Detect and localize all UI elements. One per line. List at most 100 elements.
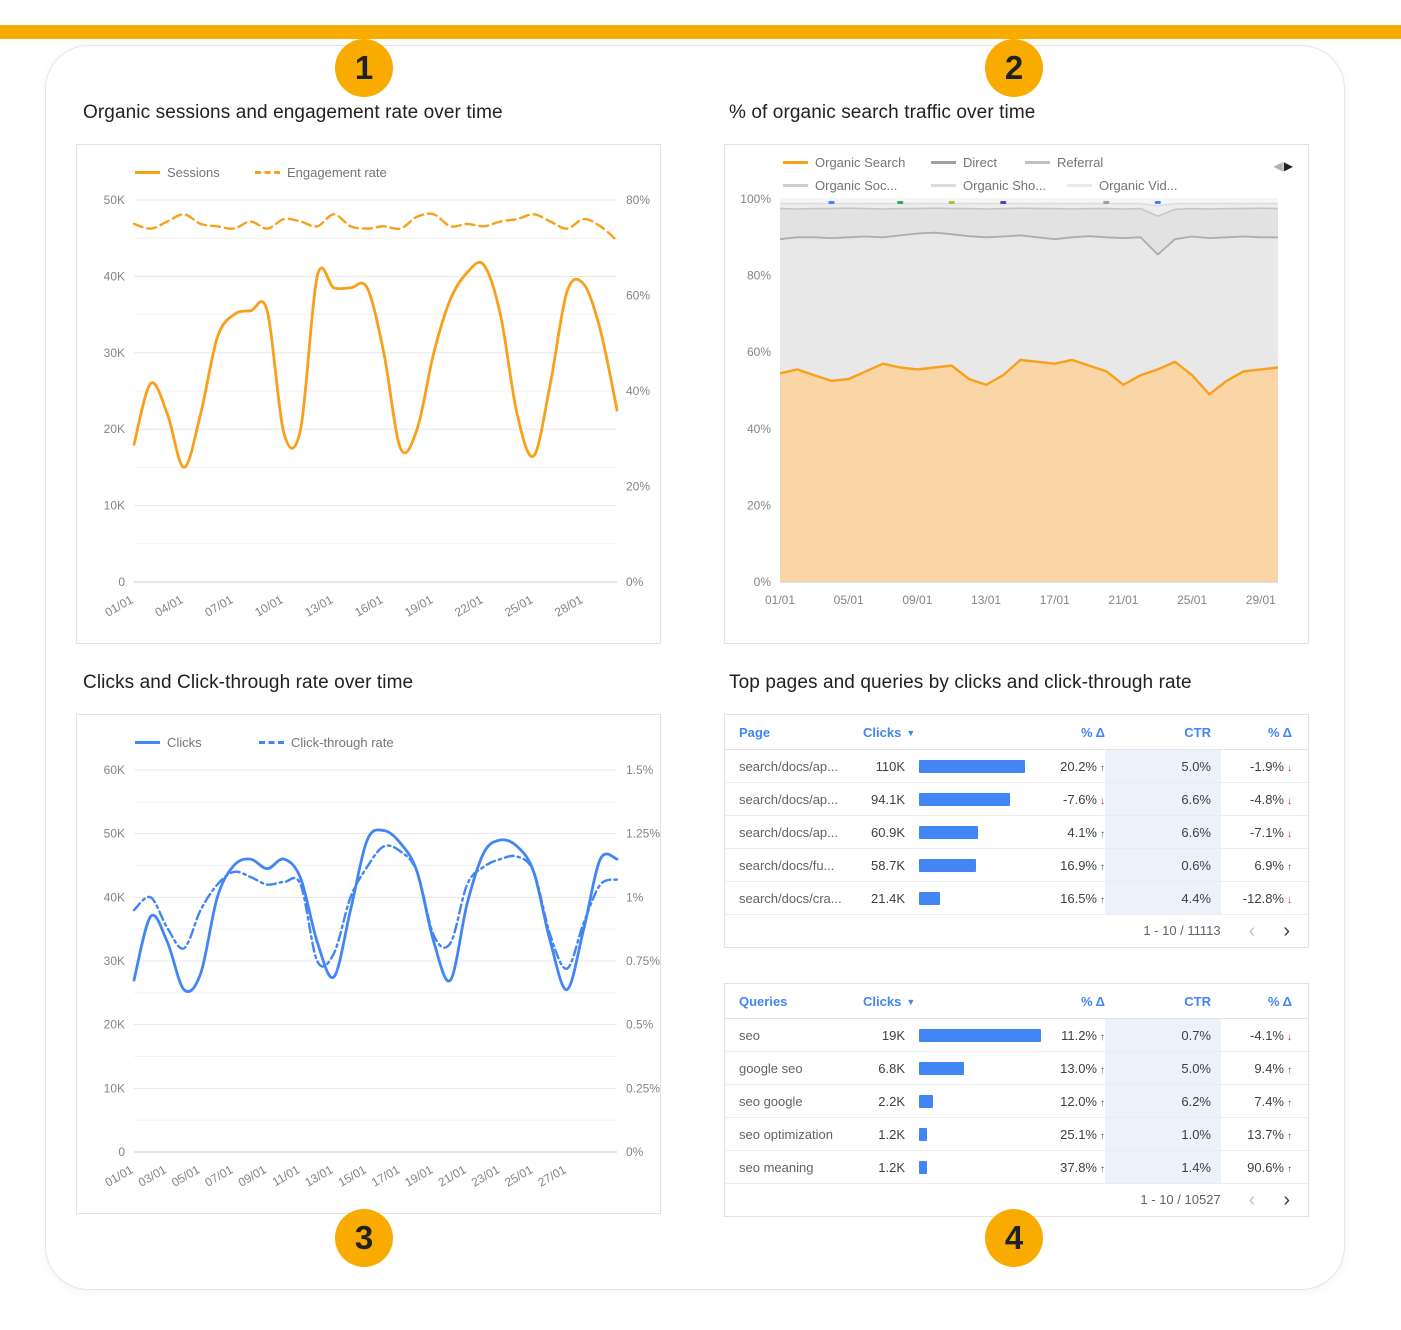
queries-header-clicks[interactable]: Clicks ▼ bbox=[855, 994, 1041, 1009]
legend-label-organic-video: Organic Vid... bbox=[1099, 178, 1178, 193]
svg-text:80%: 80% bbox=[626, 193, 650, 207]
tables-title: Top pages and queries by clicks and clic… bbox=[729, 672, 1192, 693]
clicks-line-swatch-icon bbox=[135, 741, 160, 744]
svg-text:19/01: 19/01 bbox=[402, 592, 435, 619]
row-ctr: 1.0% bbox=[1105, 1118, 1221, 1150]
pages-prev-page-icon[interactable]: ‹ bbox=[1248, 919, 1256, 942]
legend-label-referral: Referral bbox=[1057, 155, 1104, 170]
row-delta2: 6.9% ↑ bbox=[1254, 857, 1292, 873]
pages-table-header: Page Clicks ▼ % Δ CTR % Δ bbox=[725, 715, 1308, 750]
down-arrow-icon: ↓ bbox=[1287, 762, 1292, 774]
svg-text:10K: 10K bbox=[104, 1081, 125, 1095]
callout-badge-3: 3 bbox=[335, 1209, 393, 1267]
legend-organic-video: Organic Vid... bbox=[1067, 178, 1178, 193]
svg-text:21/01: 21/01 bbox=[436, 1162, 469, 1189]
row-delta: 20.2% ↑ bbox=[1060, 758, 1105, 774]
svg-text:25/01: 25/01 bbox=[502, 592, 535, 619]
svg-text:0.5%: 0.5% bbox=[626, 1018, 654, 1032]
series-marker-icon bbox=[1103, 201, 1110, 204]
queries-next-page-icon[interactable]: › bbox=[1283, 1188, 1290, 1211]
up-arrow-icon: ↑ bbox=[1100, 828, 1105, 840]
pages-table-body: search/docs/ap... 110K 20.2% ↑ 5.0% -1.9% ↓ sea… bbox=[725, 750, 1308, 915]
row-delta: 11.2% ↑ bbox=[1061, 1027, 1105, 1043]
row-delta2: 9.4% ↑ bbox=[1254, 1060, 1292, 1076]
table-row: seo meaning 1.2K 37.8% ↑ 1.4% 90.6% ↑ bbox=[725, 1151, 1308, 1184]
row-delta2: -7.1% ↓ bbox=[1250, 824, 1292, 840]
table-row: search/docs/ap... 94.1K -7.6% ↓ 6.6% -4.8% ↓ bbox=[725, 783, 1308, 816]
pages-header-delta2[interactable]: % Δ bbox=[1267, 724, 1292, 740]
pages-next-page-icon[interactable]: › bbox=[1283, 919, 1290, 942]
row-clicks-value: 1.2K bbox=[878, 1126, 905, 1142]
table-row: seo google 2.2K 12.0% ↑ 6.2% 7.4% ↑ bbox=[725, 1085, 1308, 1118]
svg-text:23/01: 23/01 bbox=[469, 1162, 502, 1189]
queries-header-ctr[interactable]: CTR bbox=[1184, 993, 1211, 1009]
queries-header-delta1[interactable]: % Δ bbox=[1080, 993, 1105, 1009]
pages-header-page[interactable]: Page bbox=[739, 724, 771, 740]
legend-next-icon[interactable]: ▶ bbox=[1283, 159, 1294, 173]
legend-label-clicks: Clicks bbox=[167, 735, 202, 750]
svg-text:1.5%: 1.5% bbox=[626, 763, 654, 777]
pages-header-clicks[interactable]: Clicks ▼ bbox=[855, 725, 1041, 740]
svg-text:01/01: 01/01 bbox=[102, 592, 135, 619]
pages-header-delta1[interactable]: % Δ bbox=[1080, 724, 1105, 740]
legend-organic-shopping: Organic Sho... bbox=[931, 178, 1046, 193]
svg-text:19/01: 19/01 bbox=[402, 1162, 435, 1189]
row-clicks-bar bbox=[913, 1118, 1041, 1150]
row-clicks-bar bbox=[913, 1085, 1041, 1117]
svg-text:13/01: 13/01 bbox=[302, 592, 335, 619]
referral-swatch-icon bbox=[1025, 161, 1050, 164]
svg-text:20K: 20K bbox=[104, 422, 125, 436]
row-delta2: -12.8% ↓ bbox=[1242, 890, 1292, 906]
down-arrow-icon: ↓ bbox=[1287, 828, 1292, 840]
row-name: search/docs/ap... bbox=[739, 791, 838, 807]
svg-text:03/01: 03/01 bbox=[136, 1162, 169, 1189]
svg-text:40%: 40% bbox=[626, 384, 650, 398]
legend-label-engagement: Engagement rate bbox=[287, 165, 387, 180]
table-row: search/docs/ap... 110K 20.2% ↑ 5.0% -1.9% ↓ bbox=[725, 750, 1308, 783]
legend-direct: Direct bbox=[931, 155, 997, 170]
row-delta: 4.1% ↑ bbox=[1067, 824, 1105, 840]
svg-text:11/01: 11/01 bbox=[270, 1162, 303, 1189]
pages-pagination-range: 1 - 10 / 11113 bbox=[1143, 923, 1221, 938]
pages-table-footer: 1 - 10 / 11113 ‹ › bbox=[725, 915, 1308, 946]
row-ctr: 4.4% bbox=[1105, 882, 1221, 914]
row-ctr: 0.7% bbox=[1105, 1019, 1221, 1051]
svg-text:30K: 30K bbox=[104, 346, 125, 360]
legend-prev-icon[interactable]: ◀ bbox=[1273, 159, 1284, 173]
chart-title-clicks: Clicks and Click-through rate over time bbox=[83, 672, 414, 693]
series-marker-icon bbox=[828, 201, 835, 204]
organic-shopping-swatch-icon bbox=[931, 184, 956, 187]
row-clicks-value: 110K bbox=[875, 758, 905, 774]
row-clicks-value: 94.1K bbox=[871, 791, 905, 807]
queries-prev-page-icon[interactable]: ‹ bbox=[1248, 1188, 1256, 1211]
queries-header-query[interactable]: Queries bbox=[739, 993, 788, 1009]
sort-desc-icon: ▼ bbox=[906, 996, 916, 1007]
row-name: search/docs/cra... bbox=[739, 890, 842, 906]
queries-pagination-range: 1 - 10 / 10527 bbox=[1140, 1192, 1221, 1207]
svg-text:07/01: 07/01 bbox=[202, 1162, 235, 1189]
clicks-ctr-chart: Clicks Click-through rate 0 10K 20K 30K 40K 5… bbox=[76, 714, 661, 1214]
row-delta2: -4.1% ↓ bbox=[1250, 1027, 1292, 1043]
row-delta: 37.8% ↑ bbox=[1060, 1159, 1105, 1175]
row-delta2: 90.6% ↑ bbox=[1247, 1159, 1292, 1175]
pages-header-ctr[interactable]: CTR bbox=[1184, 724, 1211, 740]
up-arrow-icon: ↑ bbox=[1100, 1097, 1105, 1109]
legend-label-direct: Direct bbox=[963, 155, 997, 170]
row-name: seo google bbox=[739, 1093, 803, 1109]
up-arrow-icon: ↑ bbox=[1100, 1031, 1105, 1043]
queries-table-footer: 1 - 10 / 10527 ‹ › bbox=[725, 1184, 1308, 1215]
svg-text:0%: 0% bbox=[626, 1145, 644, 1159]
row-ctr: 5.0% bbox=[1105, 750, 1221, 782]
legend-referral: Referral bbox=[1025, 155, 1103, 170]
engagement-line-swatch-icon bbox=[255, 171, 280, 174]
row-delta: -7.6% ↓ bbox=[1063, 791, 1105, 807]
row-clicks-value: 58.7K bbox=[871, 857, 905, 873]
queries-header-delta2[interactable]: % Δ bbox=[1267, 993, 1292, 1009]
row-delta2: 13.7% ↑ bbox=[1247, 1126, 1292, 1142]
svg-text:0: 0 bbox=[118, 575, 125, 589]
down-arrow-icon: ↓ bbox=[1100, 795, 1105, 807]
down-arrow-icon: ↓ bbox=[1287, 1031, 1292, 1043]
dashboard-card: 1 2 3 4 Organic sessions and engagement … bbox=[45, 39, 1345, 1290]
row-clicks-value: 60.9K bbox=[871, 824, 905, 840]
svg-text:05/01: 05/01 bbox=[834, 593, 864, 607]
